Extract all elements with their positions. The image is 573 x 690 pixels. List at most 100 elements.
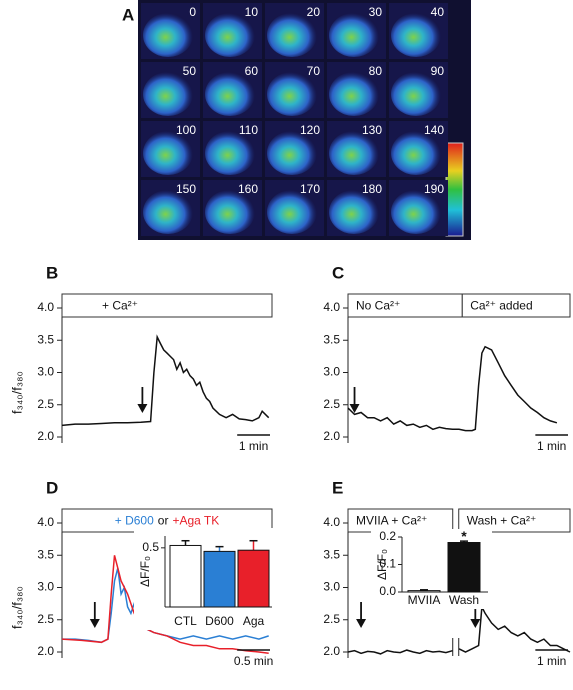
y-tick-label: 2.5 (323, 397, 340, 411)
frame-label: 20 (307, 5, 321, 19)
header-label: Wash + Ca²⁺ (467, 514, 537, 528)
arrow-head (349, 404, 360, 413)
frame-label: 100 (176, 123, 196, 137)
y-tick-label: 4.0 (323, 515, 340, 529)
panel-label: B (46, 263, 58, 282)
scale-bar-label: 0.5 min (234, 654, 273, 668)
inset-y-tick-label: 0.5 (142, 540, 159, 554)
frame-label: 160 (238, 182, 258, 196)
cell-image (267, 13, 317, 57)
y-tick-label: 3.5 (37, 332, 54, 346)
y-tick-label: 2.0 (37, 429, 54, 443)
inset-category-label: MVIIA (408, 593, 441, 607)
y-tick-label: 2.0 (37, 644, 54, 658)
y-tick-label: 2.5 (323, 612, 340, 626)
y-tick-label: 3.5 (37, 547, 54, 561)
cell-image (205, 13, 255, 57)
inset-bar (203, 550, 236, 608)
y-tick-label: 2.5 (37, 612, 54, 626)
inset-bar (447, 542, 481, 593)
y-tick-label: 4.0 (37, 300, 54, 314)
panel-label: E (332, 478, 343, 497)
inset-bar (169, 544, 202, 608)
y-tick-label: 3.5 (323, 547, 340, 561)
inset-category-label: Wash (449, 593, 479, 607)
frame-label: 90 (431, 64, 445, 78)
cell-image (391, 72, 441, 116)
cell-image (143, 72, 193, 116)
frame-label: 130 (362, 123, 382, 137)
y-tick-label: 3.0 (323, 365, 340, 379)
frame-label: 0 (189, 5, 196, 19)
cell-image (267, 190, 317, 234)
frame-label: 70 (307, 64, 321, 78)
cell-image (205, 72, 255, 116)
y-tick-label: 3.0 (37, 580, 54, 594)
cell-image (205, 190, 255, 234)
frame-label: 40 (431, 5, 445, 19)
header-label: Ca²⁺ added (470, 299, 532, 313)
scale-bar-label: 1 min (537, 654, 566, 668)
header-label: MVIIA + Ca²⁺ (356, 514, 427, 528)
legend: + D600 or +Aga TK (115, 514, 220, 528)
arrow-head (137, 404, 148, 413)
frame-label: 180 (362, 182, 382, 196)
inset-y-axis-label: ΔF/F₀ (138, 556, 152, 587)
inset-y-tick-label: 0.2 (379, 529, 396, 543)
y-axis-label: f₃₄₀/f₃₈₀ (9, 371, 24, 414)
frame-label: 170 (300, 182, 320, 196)
cell-image (267, 131, 317, 175)
frame-label: 190 (424, 182, 444, 196)
inset-annotation: * (461, 528, 467, 544)
y-tick-label: 3.0 (323, 580, 340, 594)
cell-image (391, 190, 441, 234)
arrow-head (470, 619, 481, 628)
color-bar (445, 142, 464, 237)
arrow-head (89, 619, 100, 628)
y-tick-label: 3.0 (37, 365, 54, 379)
frame-label: 50 (183, 64, 197, 78)
y-tick-label: 2.5 (37, 397, 54, 411)
scale-bar-label: 1 min (239, 439, 268, 453)
cell-image (143, 131, 193, 175)
trace (347, 345, 558, 432)
cell-image (143, 13, 193, 57)
y-tick-label: 2.0 (323, 644, 340, 658)
frame-label: 80 (369, 64, 383, 78)
trace (347, 604, 571, 655)
y-tick-label: 3.5 (323, 332, 340, 346)
header-box (61, 293, 273, 318)
panel-label: C (332, 263, 344, 282)
y-tick-label: 2.0 (323, 429, 340, 443)
y-tick-label: 4.0 (323, 300, 340, 314)
header-label: + Ca²⁺ (102, 299, 138, 313)
cell-image (205, 131, 255, 175)
header-box (458, 508, 571, 533)
panel-label: D (46, 478, 58, 497)
arrow-head (356, 619, 367, 628)
frame-label: 150 (176, 182, 196, 196)
frame-label: 140 (424, 123, 444, 137)
cell-image (329, 131, 379, 175)
inset-category-label: D600 (205, 614, 234, 628)
frame-label: 60 (245, 64, 259, 78)
frame-label: 30 (369, 5, 383, 19)
cell-image (329, 13, 379, 57)
cell-image (329, 190, 379, 234)
frame-label: 10 (245, 5, 259, 19)
inset-y-tick-label: 0.0 (379, 584, 396, 598)
legend-joiner: or (158, 514, 169, 528)
axis-break-gap (452, 636, 459, 656)
cell-image (391, 13, 441, 57)
cell-image (143, 190, 193, 234)
cell-image (267, 72, 317, 116)
inset-bar (407, 590, 441, 593)
legend-entry: +Aga TK (172, 514, 219, 528)
inset-y-tick-label: 0.1 (379, 557, 396, 571)
panel-label: A (122, 5, 134, 24)
inset-bar (237, 549, 270, 608)
y-tick-label: 4.0 (37, 515, 54, 529)
frame-label: 120 (300, 123, 320, 137)
